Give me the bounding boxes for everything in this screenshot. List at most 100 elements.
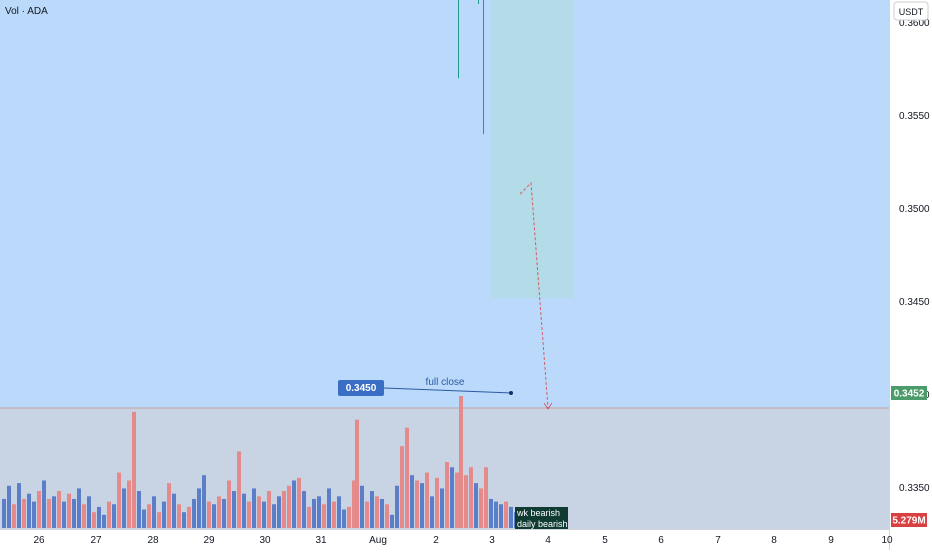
volume-bar-0 [2, 498, 6, 528]
volume-bar-53 [267, 491, 271, 528]
volume-bar-1 [7, 485, 11, 528]
volume-bar-27 [137, 491, 141, 528]
volume-bar-46 [232, 491, 236, 528]
volume-bar-97 [484, 467, 488, 528]
price-tick-5: 0.3600 [899, 18, 930, 29]
volume-bar-35 [177, 504, 181, 528]
volume-bar-36 [182, 512, 186, 528]
volume-bar-32 [162, 501, 166, 528]
volume-bar-51 [257, 496, 261, 528]
volume-bar-73 [365, 501, 369, 528]
volume-value-badge [891, 513, 927, 527]
volume-bar-42 [212, 504, 216, 528]
volume-bar-38 [192, 498, 196, 528]
time-tick-8: 3 [489, 535, 495, 546]
volume-bar-78 [390, 514, 394, 528]
volume-bar-92 [459, 396, 463, 528]
volume-bar-23 [117, 472, 121, 528]
annotation-wk-bearish: wk bearish [516, 508, 560, 518]
full-close-text: full close [426, 377, 465, 388]
time-tick-5: 31 [315, 535, 327, 546]
volume-bar-26 [132, 411, 136, 528]
volume-bar-83 [415, 480, 419, 528]
time-tick-12: 7 [715, 535, 721, 546]
volume-bar-54 [272, 504, 276, 528]
price-tick-2: 0.3450 [899, 297, 930, 308]
time-tick-11: 6 [658, 535, 664, 546]
volume-bar-19 [97, 506, 101, 528]
volume-bar-8 [42, 480, 46, 528]
volume-bar-7 [37, 491, 41, 528]
volume-bar-52 [262, 501, 266, 528]
volume-bar-9 [47, 498, 51, 528]
currency-button[interactable]: USDT [893, 1, 929, 21]
time-tick-13: 8 [771, 535, 777, 546]
volume-bar-41 [207, 501, 211, 528]
volume-bar-2 [12, 504, 16, 528]
target-zone [491, 0, 573, 298]
volume-bar-6 [32, 501, 36, 528]
annotation-daily-bearish: daily bearish [517, 519, 568, 529]
time-tick-10: 5 [602, 535, 608, 546]
volume-bar-33 [167, 483, 171, 528]
volume-bar-50 [252, 488, 256, 528]
volume-bar-89 [445, 462, 449, 528]
volume-bar-55 [277, 496, 281, 528]
volume-bar-87 [435, 477, 439, 528]
time-tick-0: 26 [33, 535, 45, 546]
volume-bar-60 [302, 491, 306, 528]
volume-bar-18 [92, 512, 96, 528]
volume-bar-72 [360, 485, 364, 528]
volume-bar-15 [77, 488, 81, 528]
projection-arrow-icon [543, 402, 553, 410]
volume-bar-57 [287, 485, 291, 528]
volume-bar-29 [147, 504, 151, 528]
target-price-badge-label: 0.3452 [894, 389, 925, 400]
price-tick-4: 0.3550 [899, 111, 930, 122]
full-close-badge: 0.3450 [346, 383, 377, 394]
volume-bar-10 [52, 496, 56, 528]
volume-bar-5 [27, 493, 31, 528]
volume-bar-67 [337, 496, 341, 528]
volume-bar-28 [142, 509, 146, 528]
top-left-legend: Vol · ADA [5, 6, 48, 17]
volume-bar-30 [152, 496, 156, 528]
volume-bar-69 [347, 506, 351, 528]
price-tick-3: 0.3500 [899, 204, 930, 215]
volume-bar-11 [57, 491, 61, 528]
volume-bar-47 [237, 451, 241, 528]
volume-bar-74 [370, 491, 374, 528]
volume-bar-85 [425, 472, 429, 528]
candle-26 [483, 0, 484, 135]
volume-bar-16 [82, 504, 86, 528]
full-close-connector [383, 387, 512, 394]
time-tick-9: 4 [545, 535, 551, 546]
volume-bar-71 [355, 419, 359, 528]
volume-bar-14 [72, 498, 76, 528]
volume-bar-21 [107, 501, 111, 528]
volume-bar-59 [297, 477, 301, 528]
price-scale-background [889, 0, 932, 550]
volume-bar-82 [410, 475, 414, 528]
volume-bar-3 [17, 483, 21, 528]
volume-bar-90 [450, 467, 454, 528]
volume-bar-44 [222, 498, 226, 528]
volume-bar-20 [102, 514, 106, 528]
projection-path [519, 181, 549, 409]
volume-bar-79 [395, 485, 399, 528]
time-tick-2: 28 [147, 535, 159, 546]
volume-bar-22 [112, 504, 116, 528]
volume-bar-80 [400, 446, 404, 528]
volume-bar-76 [380, 498, 384, 528]
volume-bar-31 [157, 512, 161, 528]
volume-bar-93 [464, 475, 468, 528]
time-tick-15: 10 [881, 535, 893, 546]
volume-bar-81 [405, 427, 409, 528]
price-tick-0: 0.3350 [899, 483, 930, 494]
volume-bar-94 [469, 467, 473, 528]
volume-bar-45 [227, 480, 231, 528]
volume-bar-56 [282, 491, 286, 528]
volume-bar-98 [489, 498, 493, 528]
